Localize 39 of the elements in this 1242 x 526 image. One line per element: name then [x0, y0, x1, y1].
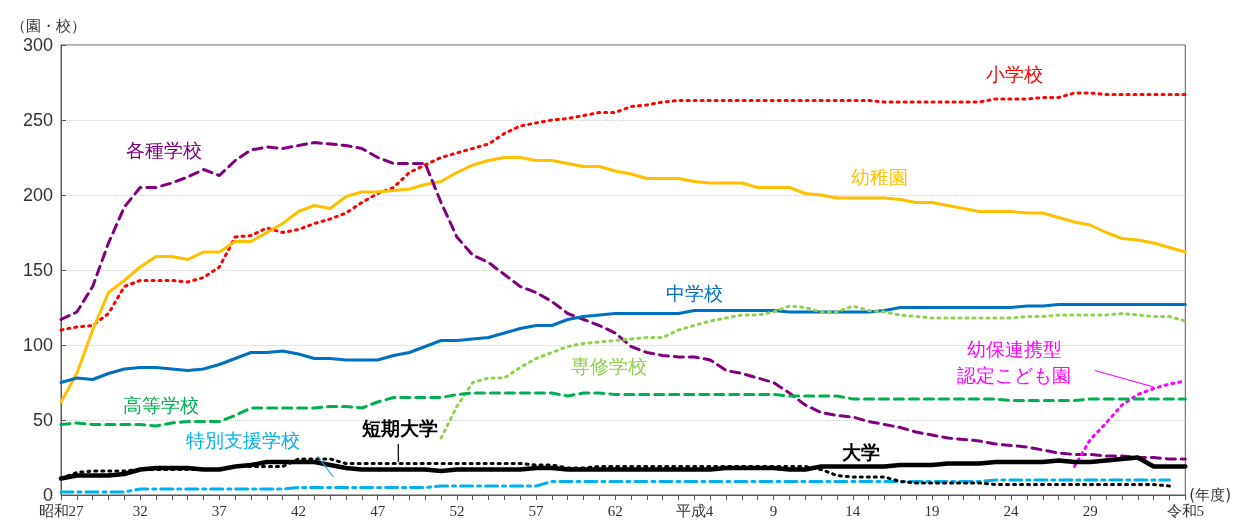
y-tick-label: 100: [22, 335, 53, 355]
x-tick-label: 42: [291, 502, 307, 519]
line-series: [59, 91, 1187, 332]
series-label: 中学校: [665, 281, 723, 304]
y-tick-label: 250: [22, 110, 53, 130]
x-tick-label: 平成4: [675, 502, 714, 519]
line-series: [59, 478, 1171, 494]
x-tick-label: 14: [845, 502, 861, 519]
x-tick-label: 昭和27: [38, 502, 84, 519]
line-series: [59, 141, 1187, 461]
y-axis-title: （園・校）: [11, 16, 86, 35]
text: 幼保連携型認定こども園: [957, 337, 1072, 386]
x-tick-label: 19: [924, 502, 940, 519]
x-tick-label: 29: [1082, 502, 1098, 519]
x-tick-label: 令和5: [1166, 502, 1205, 519]
series-label: 特別支援学校: [186, 428, 301, 451]
x-tick-label: 9: [769, 502, 778, 519]
series-label: 短期大学: [360, 416, 438, 439]
series-label: 小学校: [985, 62, 1043, 85]
series-label: 専修学校: [570, 355, 647, 377]
line-series: [439, 304, 1187, 440]
x-tick-label: 62: [607, 502, 623, 519]
x-tick-label: 47: [370, 502, 386, 519]
x-tick-label: 52: [449, 502, 465, 519]
x-tick-label: 32: [132, 502, 148, 519]
y-tick-label: 0: [42, 485, 53, 505]
series-label: 各種学校: [125, 139, 202, 161]
x-tick-label: 57: [528, 502, 545, 519]
line-series: [59, 303, 1187, 384]
y-tick-label: 300: [22, 35, 53, 55]
series-label: 大学: [841, 440, 880, 463]
x-axis-title: (年度): [1189, 486, 1232, 504]
series-label: 高等学校: [122, 394, 199, 416]
y-tick-label: 50: [32, 410, 53, 430]
x-tick-label: 37: [211, 502, 228, 519]
x-tick-label: 24: [1003, 502, 1020, 519]
y-tick-label: 200: [22, 185, 53, 205]
series-label: 幼稚園: [851, 166, 909, 188]
y-tick-label: 150: [22, 260, 53, 280]
